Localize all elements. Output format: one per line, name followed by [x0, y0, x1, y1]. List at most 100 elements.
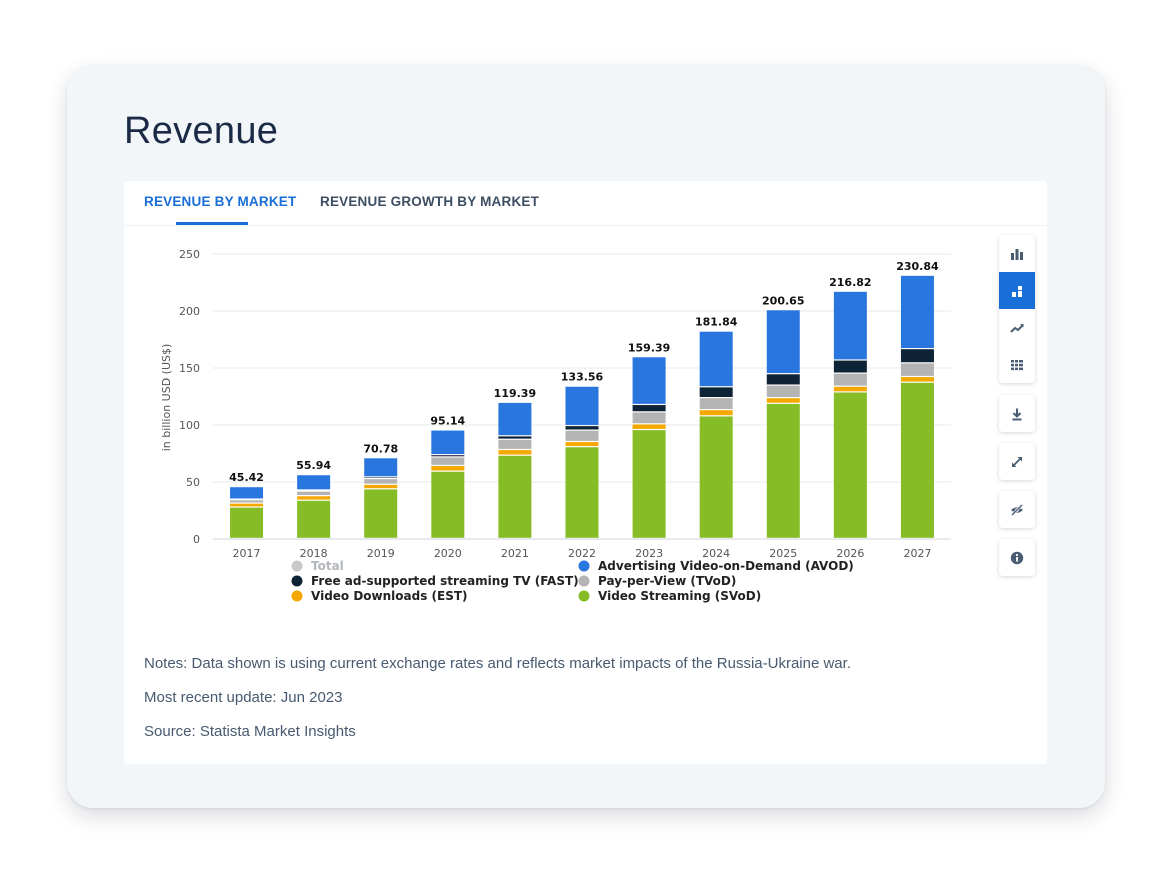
x-tick-label: 2024: [702, 547, 730, 560]
hide-button[interactable]: [999, 491, 1035, 528]
y-tick-label: 100: [179, 419, 200, 432]
x-tick-label: 2017: [233, 547, 261, 560]
bar-segment: [297, 491, 331, 496]
total-data-label: 133.56: [561, 371, 604, 384]
bar-segment: [431, 466, 465, 471]
tab-revenue-by-market[interactable]: REVENUE BY MARKET: [144, 194, 297, 209]
x-tick-label: 2026: [836, 547, 864, 560]
chart-notes: Notes: Data shown is using current excha…: [144, 655, 1004, 757]
legend-label: Advertising Video-on-Demand (AVOD): [598, 559, 854, 573]
bar-segment: [364, 489, 398, 538]
bar-segment: [565, 430, 599, 441]
chart-panel: REVENUE BY MARKET REVENUE GROWTH BY MARK…: [124, 181, 1047, 764]
bar-segment: [833, 291, 867, 360]
bar-segment: [900, 349, 934, 363]
bar-chart-button[interactable]: [999, 235, 1035, 272]
table-grid-icon: [1011, 359, 1023, 370]
bar-segment: [900, 363, 934, 376]
tab-revenue-growth-by-market[interactable]: REVENUE GROWTH BY MARKET: [320, 194, 540, 209]
revenue-chart: 0 50 100 150 200 250 in billion USD (US$) 45.4…: [160, 248, 951, 603]
total-data-label: 119.39: [494, 387, 536, 400]
legend-label: Total: [311, 559, 344, 573]
bar-segment: [699, 398, 733, 409]
y-axis-title: in billion USD (US$): [160, 344, 173, 452]
download-icon: [1012, 408, 1022, 420]
x-tick-label: 2020: [434, 547, 462, 560]
legend-label: Free ad-supported streaming TV (FAST): [311, 574, 579, 588]
legend-label: Video Streaming (SVoD): [598, 589, 761, 603]
bar-segment: [431, 457, 465, 465]
bar-segment: [364, 458, 398, 477]
download-group: [999, 395, 1035, 432]
total-data-label: 95.14: [430, 415, 465, 428]
total-data-label: 181.84: [695, 316, 738, 329]
bar-segment: [297, 475, 331, 490]
bar-segment: [230, 487, 264, 499]
y-tick-label: 50: [186, 476, 200, 489]
bar-segment: [699, 410, 733, 416]
bar-segment: [297, 496, 331, 500]
table-grid-button[interactable]: [999, 346, 1035, 383]
download-button[interactable]: [999, 395, 1035, 432]
info-group: [999, 539, 1035, 576]
bar-segment: [632, 357, 666, 404]
legend-label: Video Downloads (EST): [311, 589, 468, 603]
stacked-bar-icon: [1012, 285, 1022, 297]
expand-icon: [1012, 456, 1022, 467]
x-tick-label: 2022: [568, 547, 596, 560]
total-data-label: 159.39: [628, 341, 670, 354]
x-tick-label: 2021: [501, 547, 529, 560]
bar-segment: [833, 373, 867, 386]
bar-segment: [632, 412, 666, 424]
bar-segment: [565, 447, 599, 538]
bar-segment: [498, 455, 532, 538]
update-text: Most recent update: Jun 2023: [144, 689, 343, 706]
expand-button[interactable]: [999, 443, 1035, 480]
x-tick-label: 2023: [635, 547, 663, 560]
bar-segment: [632, 430, 666, 538]
bar-segment: [431, 430, 465, 455]
x-tick-label: 2027: [903, 547, 931, 560]
total-data-label: 230.84: [896, 260, 939, 273]
bar-segment: [565, 442, 599, 447]
bar-segment: [230, 500, 264, 503]
bar-segment: [833, 392, 867, 538]
legend-marker: [291, 590, 303, 602]
bar-segment: [766, 403, 800, 538]
bar-segment: [699, 387, 733, 398]
bar-segment: [364, 484, 398, 489]
legend-marker: [291, 560, 303, 572]
legend-marker: [578, 575, 590, 587]
bar-segment: [833, 386, 867, 392]
bar-segment: [900, 377, 934, 382]
y-tick-label: 0: [193, 533, 200, 546]
bar-segment: [699, 416, 733, 538]
legend-marker: [291, 575, 303, 587]
bar-segment: [900, 382, 934, 538]
active-tab-indicator: [176, 222, 248, 225]
revenue-card: Revenue REVENUE BY MARKET REVENUE GROWTH…: [67, 66, 1105, 808]
x-tick-label: 2019: [367, 547, 395, 560]
total-data-label: 45.42: [229, 471, 264, 484]
bar-segment: [364, 477, 398, 478]
trend-line-button[interactable]: [999, 309, 1035, 346]
bar-segment: [632, 424, 666, 429]
info-icon: [1010, 551, 1024, 564]
page-title: Revenue: [124, 110, 279, 152]
total-data-label: 55.94: [296, 459, 331, 472]
bar-segment: [364, 479, 398, 484]
bar-segment: [766, 398, 800, 403]
total-data-label: 216.82: [829, 276, 871, 289]
bar-segment: [498, 402, 532, 436]
y-tick-label: 150: [179, 362, 200, 375]
bar-segment: [766, 310, 800, 374]
total-data-label: 70.78: [363, 442, 398, 455]
bar-segment: [498, 436, 532, 439]
bar-segment: [766, 374, 800, 385]
bar-segment: [833, 360, 867, 373]
info-button[interactable]: [999, 539, 1035, 576]
trend-line-icon: [1010, 323, 1024, 333]
total-data-label: 200.65: [762, 294, 804, 307]
legend-marker: [578, 590, 590, 602]
stacked-bar-button[interactable]: [999, 272, 1035, 309]
